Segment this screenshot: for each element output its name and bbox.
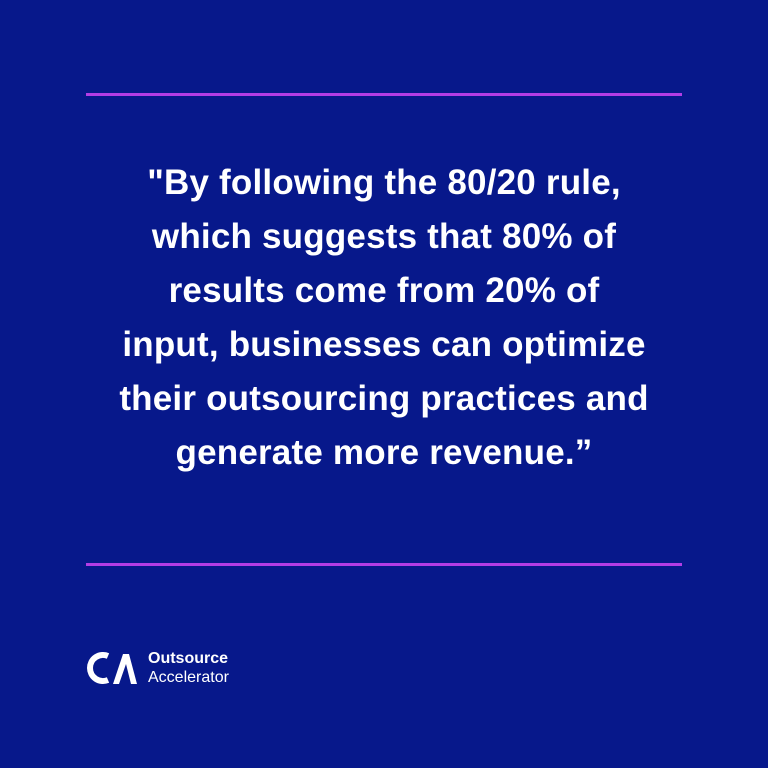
brand-logo: Outsource Accelerator (86, 647, 229, 689)
quote-line: generate more revenue.” (175, 433, 593, 472)
bottom-divider (86, 563, 682, 566)
quote-text: "By following the 80/20 rule, which sugg… (60, 156, 708, 480)
quote-line: "By following the 80/20 rule, (147, 163, 621, 202)
brand-wordmark: Outsource Accelerator (148, 649, 229, 687)
quote-line: which suggests that 80% of (151, 217, 617, 256)
quote-line: their outsourcing practices and (119, 379, 649, 418)
brand-subtitle: Accelerator (148, 669, 229, 686)
ca-monogram-icon (87, 652, 137, 684)
brand-name: Outsource (148, 650, 229, 667)
quote-line: results come from 20% of (168, 271, 600, 310)
quote-line: input, businesses can optimize (122, 325, 646, 364)
top-divider (86, 93, 682, 96)
